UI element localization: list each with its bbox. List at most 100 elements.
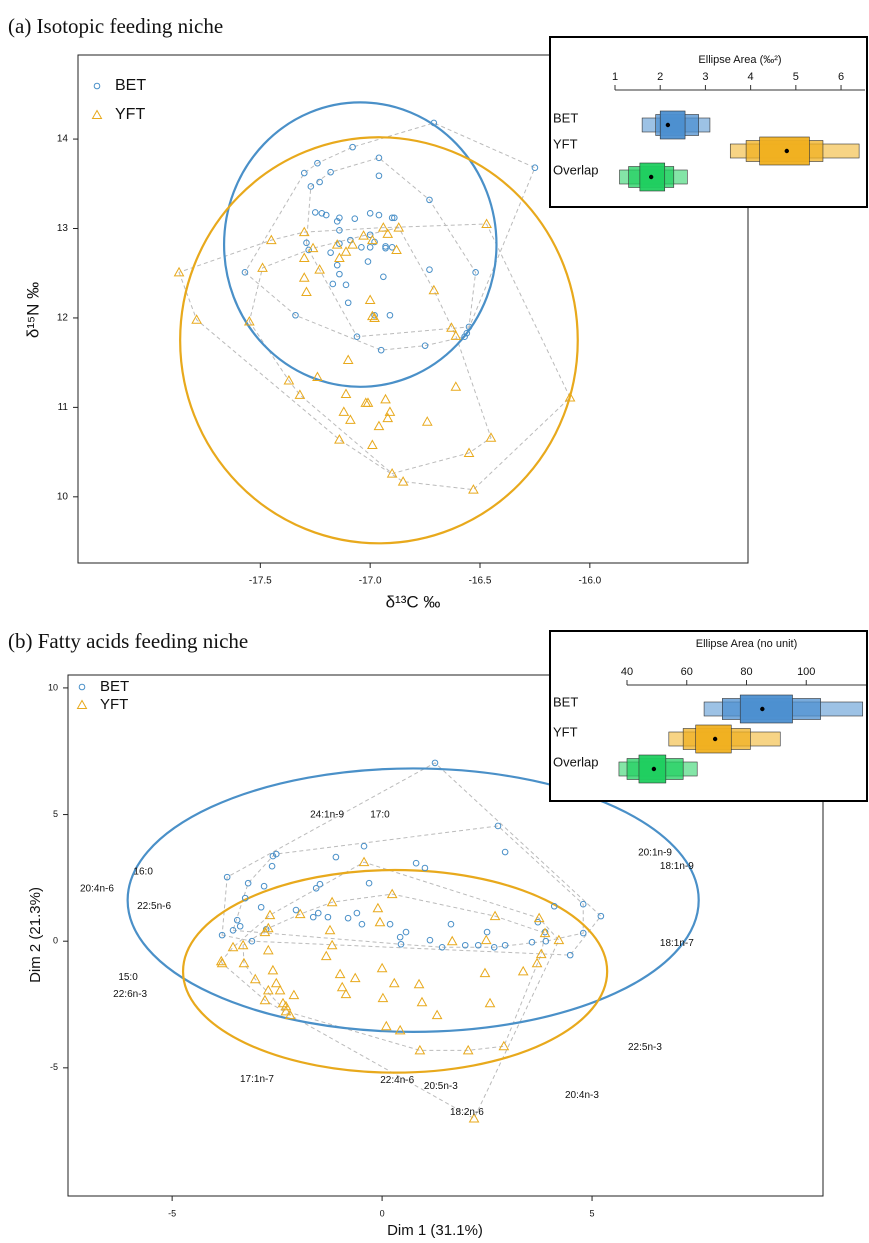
point — [421, 864, 429, 872]
point — [257, 262, 268, 272]
mode-point — [651, 766, 657, 772]
variable-label: 24:1n-9 — [310, 810, 344, 821]
point — [329, 280, 337, 288]
x-tick-label: 2 — [657, 71, 663, 83]
point — [229, 927, 237, 934]
point — [340, 388, 352, 398]
point — [326, 939, 338, 950]
hull — [244, 122, 536, 351]
point — [396, 933, 404, 941]
point — [312, 884, 320, 892]
point — [259, 994, 271, 1005]
point — [301, 286, 312, 297]
point — [272, 850, 280, 858]
point — [332, 853, 340, 861]
point — [553, 934, 565, 945]
point — [292, 311, 299, 319]
point — [480, 934, 492, 945]
point — [564, 392, 576, 402]
point — [377, 222, 389, 232]
point — [446, 322, 457, 332]
point — [191, 314, 202, 324]
point — [366, 231, 374, 239]
hull — [221, 762, 602, 956]
point — [479, 967, 491, 978]
point — [316, 880, 324, 888]
point — [533, 912, 545, 923]
chart-title: (a) Isotopic feeding niche — [8, 14, 223, 38]
x-tick-label: -16.5 — [469, 576, 492, 587]
point — [539, 927, 551, 938]
point — [364, 294, 376, 305]
legend-label: BET — [115, 77, 146, 94]
point — [307, 242, 319, 253]
point — [351, 215, 359, 222]
x-tick-label: -17.5 — [249, 576, 272, 587]
point — [269, 852, 277, 860]
point — [270, 977, 282, 988]
point — [367, 310, 378, 321]
point — [366, 210, 374, 217]
point — [349, 972, 361, 983]
point — [517, 965, 529, 976]
variable-label: 22:5n-3 — [628, 1042, 662, 1053]
point — [340, 988, 352, 999]
category-label: Overlap — [553, 162, 599, 177]
point — [463, 447, 475, 457]
point — [421, 342, 429, 349]
x-tick-label: 0 — [380, 1208, 385, 1218]
point — [358, 243, 365, 251]
point — [243, 316, 255, 326]
point — [294, 908, 306, 919]
point — [298, 226, 310, 237]
x-tick-label: 80 — [740, 666, 752, 678]
mode-point — [648, 174, 654, 180]
x-tick-label: 60 — [681, 666, 693, 678]
y-tick-label: -5 — [50, 1062, 58, 1072]
hull — [232, 825, 584, 948]
x-tick-label: -5 — [168, 1208, 176, 1218]
point — [173, 266, 185, 277]
point — [264, 909, 276, 920]
point — [531, 164, 539, 171]
point — [322, 211, 330, 219]
variable-label: 17:1n-7 — [240, 1074, 274, 1085]
x-tick-label: 1 — [612, 71, 618, 83]
y-tick-label: 13 — [57, 223, 69, 234]
point — [333, 218, 341, 225]
point — [550, 902, 558, 910]
point — [223, 873, 231, 881]
variable-label: 22:4n-6 — [380, 1075, 414, 1086]
legend-label: YFT — [100, 696, 128, 713]
point — [353, 333, 361, 341]
point — [377, 992, 389, 1003]
plot-frame — [67, 674, 824, 1197]
point — [236, 922, 244, 930]
point — [336, 270, 343, 278]
category-label: BET — [553, 694, 578, 709]
point — [386, 468, 398, 478]
x-tick-label: 6 — [838, 71, 844, 83]
point — [468, 1112, 480, 1123]
point — [257, 903, 265, 911]
y-tick-label: 10 — [48, 682, 58, 692]
point — [490, 943, 498, 951]
point — [307, 183, 315, 190]
point — [324, 924, 336, 935]
point — [284, 1009, 296, 1020]
point — [238, 957, 250, 968]
legend-symbol — [78, 683, 86, 691]
point — [340, 246, 352, 256]
point — [462, 1044, 474, 1055]
point — [298, 272, 310, 282]
point — [353, 909, 361, 917]
point — [494, 822, 502, 830]
point — [431, 1009, 443, 1020]
point — [274, 984, 286, 995]
variable-label: 22:6n-3 — [113, 989, 147, 1000]
point — [416, 996, 428, 1007]
point — [314, 264, 325, 274]
y-tick-label: 5 — [53, 809, 58, 819]
y-axis-label: Dim 2 (21.3%) — [27, 887, 44, 983]
x-axis-label: Dim 1 (31.1%) — [387, 1222, 483, 1239]
